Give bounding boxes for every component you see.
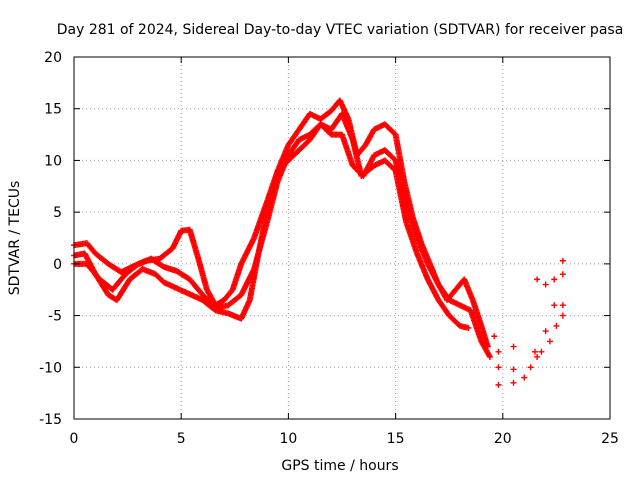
data-point-marker (559, 271, 566, 278)
data-point-marker (495, 381, 502, 388)
data-point-marker (559, 312, 566, 319)
x-tick-label: 0 (70, 431, 79, 447)
data-point-marker (551, 276, 558, 283)
data-point-marker (542, 328, 549, 335)
chart-title: Day 281 of 2024, Sidereal Day-to-day VTE… (57, 22, 624, 38)
data-point-marker (542, 281, 549, 288)
y-tick-label: 20 (44, 50, 62, 66)
y-tick-label: -10 (39, 360, 62, 376)
data-point-marker (486, 352, 493, 359)
data-point-marker (465, 324, 472, 331)
x-axis-label: GPS time / hours (281, 458, 398, 474)
x-tick-label: 25 (601, 431, 619, 447)
data-point-marker (527, 364, 534, 371)
data-point-marker (534, 353, 541, 360)
series-track-1 (71, 97, 491, 350)
data-point-marker (531, 348, 538, 355)
data-point-marker (495, 364, 502, 371)
data-point-marker (510, 343, 517, 350)
data-point-marker (486, 353, 493, 360)
x-tick-label: 10 (279, 431, 297, 447)
y-tick-label: -5 (48, 309, 62, 325)
y-tick-label: 5 (53, 205, 62, 221)
data-series (71, 97, 566, 388)
data-point-marker (534, 276, 541, 283)
data-point-marker (510, 366, 517, 373)
series-track-4 (491, 257, 566, 388)
data-point-marker (538, 348, 545, 355)
x-tick-label: 15 (387, 431, 405, 447)
axis-ticks: 0 5 10 15 20 25 -15 -10 -5 0 5 10 15 20 (39, 50, 619, 447)
x-tick-label: 20 (494, 431, 512, 447)
data-point-marker (491, 333, 498, 340)
y-tick-label: 10 (44, 153, 62, 169)
data-point-marker (553, 322, 560, 329)
data-point-marker (559, 257, 566, 264)
y-tick-label: 15 (44, 102, 62, 118)
plot-frame (73, 56, 611, 420)
x-tick-label: 5 (177, 431, 186, 447)
y-axis-label: SDTVAR / TECUs (7, 181, 23, 296)
data-point-marker (495, 348, 502, 355)
data-point-marker (521, 374, 528, 381)
data-point-marker (559, 302, 566, 309)
data-point-marker (546, 338, 553, 345)
data-point-marker (510, 379, 517, 386)
data-point-marker (551, 302, 558, 309)
y-tick-label: 0 (53, 257, 62, 273)
series-track-3 (71, 110, 472, 331)
y-tick-label: -15 (39, 412, 62, 428)
